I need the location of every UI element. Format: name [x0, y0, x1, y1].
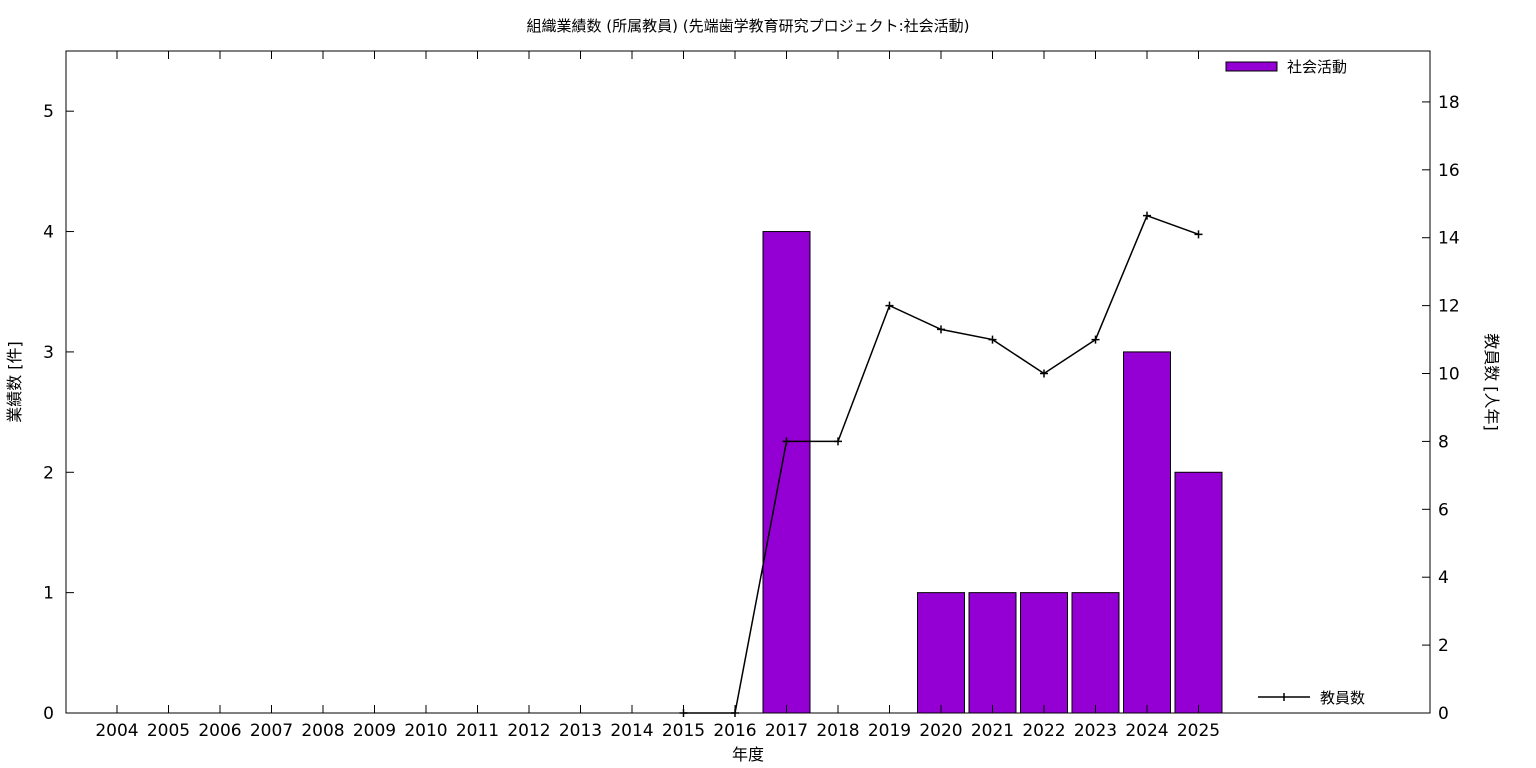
bar-2017: [762, 231, 811, 714]
x-tick-label-2015: 2015: [662, 721, 705, 741]
line-point-2019: [885, 301, 894, 310]
y2-tick-label-10: 10: [1438, 365, 1460, 385]
x-axis-label: 年度: [732, 745, 764, 764]
line-point-2024: [1143, 211, 1151, 220]
x-tick-label-2011: 2011: [456, 721, 499, 741]
line-point-2020: [937, 325, 945, 334]
x-tick-label-2021: 2021: [971, 721, 1014, 741]
y2-tick-label-2: 2: [1438, 636, 1449, 656]
y2-tick-label-6: 6: [1438, 500, 1449, 520]
line-series: [679, 211, 1203, 717]
x-tick-label-2020: 2020: [919, 721, 962, 741]
legend-bar-label: 社会活動: [1287, 58, 1347, 76]
y2-tick-label-12: 12: [1438, 297, 1460, 317]
y-tick-label-5: 5: [43, 102, 54, 122]
x-tick-label-2022: 2022: [1022, 721, 1065, 741]
y2-tick-label-16: 16: [1438, 161, 1460, 181]
x-tick-label-2012: 2012: [507, 721, 550, 741]
x-tick-label-2017: 2017: [765, 721, 808, 741]
x-tick-label-2018: 2018: [816, 721, 859, 741]
axis-ticks: [66, 51, 1430, 714]
y2-tick-label-14: 14: [1438, 229, 1460, 249]
plot-frame: [65, 50, 1431, 714]
x-tick-label-2010: 2010: [404, 721, 447, 741]
bar-2024: [1123, 351, 1171, 714]
y-tick-label-3: 3: [43, 343, 54, 363]
line-point-2023: [1091, 335, 1100, 344]
bar-2023: [1071, 592, 1120, 714]
bar-2020: [917, 592, 965, 714]
chart-title: 組織業績数 (所属教員) (先端歯学教育研究プロジェクト:社会活動): [526, 17, 969, 35]
x-tick-label-2005: 2005: [147, 721, 190, 741]
line-point-2018: [834, 437, 842, 446]
legend-bar-swatch: [1225, 61, 1278, 72]
y-tick-label-2: 2: [43, 463, 54, 483]
legend-line: 教員数: [1258, 689, 1365, 707]
x-tick-label-2024: 2024: [1125, 721, 1168, 741]
y2-tick-label-8: 8: [1438, 432, 1449, 452]
x-tick-label-2009: 2009: [353, 721, 396, 741]
bar-2021: [968, 592, 1017, 714]
line-point-2025: [1194, 230, 1203, 239]
y2-tick-label-18: 18: [1438, 93, 1460, 113]
bar-2022: [1020, 592, 1068, 714]
x-tick-label-2008: 2008: [301, 721, 344, 741]
y-tick-label-1: 1: [43, 584, 54, 604]
x-tick-label-2019: 2019: [868, 721, 911, 741]
y2-tick-label-0: 0: [1438, 704, 1449, 724]
y-tick-label-0: 0: [43, 704, 54, 724]
bar-2025: [1174, 471, 1223, 714]
x-tick-label-2007: 2007: [250, 721, 293, 741]
x-tick-label-2025: 2025: [1177, 721, 1220, 741]
x-tick-label-2014: 2014: [610, 721, 653, 741]
line-point-2021: [988, 335, 997, 344]
bar-series: [762, 231, 1223, 714]
x-tick-label-2013: 2013: [559, 721, 602, 741]
legend-bar: 社会活動: [1225, 58, 1347, 76]
y-tick-label-4: 4: [43, 223, 54, 243]
x-tick-label-2004: 2004: [95, 721, 138, 741]
x-tick-label-2016: 2016: [713, 721, 756, 741]
y2-axis-label: 教員数 [人年]: [1482, 333, 1501, 431]
y-axis-label: 業績数 [件]: [5, 341, 24, 423]
y2-tick-label-4: 4: [1438, 568, 1449, 588]
x-tick-label-2023: 2023: [1074, 721, 1117, 741]
legend-line-label: 教員数: [1320, 689, 1365, 707]
x-tick-label-2006: 2006: [198, 721, 241, 741]
line-point-2017: [782, 437, 791, 446]
line-point-2022: [1040, 369, 1048, 378]
